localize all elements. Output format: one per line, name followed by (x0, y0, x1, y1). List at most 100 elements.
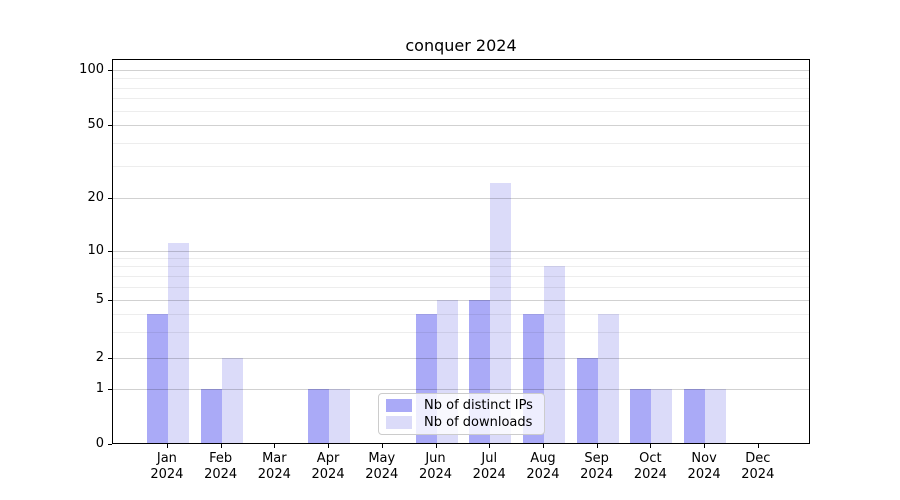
x-tick-year-text: 2024 (150, 467, 184, 482)
x-tick-year-text: 2024 (204, 467, 238, 482)
bar-downloads-jan (167, 243, 189, 443)
gridline-minor-60 (113, 110, 809, 112)
gridline-minor-8 (113, 266, 809, 268)
gridline-minor-70 (113, 98, 809, 100)
gridline-minor-7 (113, 275, 809, 277)
y-tick-mark-2 (108, 357, 112, 359)
x-tick-mark-oct (650, 444, 652, 448)
y-tick-mark-50 (108, 125, 112, 126)
x-tick-label-dec: Dec 2024 (726, 451, 790, 483)
y-tick-label-100: 100 (79, 62, 104, 77)
y-tick-label-10: 10 (87, 242, 104, 258)
gridline-minor-9 (113, 257, 809, 259)
x-tick-year-text: 2024 (418, 467, 453, 482)
x-tick-month-text: Jun (425, 451, 446, 466)
x-tick-month-text: Jul (481, 451, 498, 466)
y-tick-label-2: 2 (95, 349, 104, 365)
x-tick-year-text: 2024 (311, 467, 345, 482)
gridline-minor-4 (113, 313, 809, 315)
x-tick-year-text: 2024 (472, 467, 506, 482)
x-tick-month-text: May (368, 451, 396, 466)
gridline-minor-30 (113, 165, 809, 167)
bar-downloads-sep (597, 313, 619, 443)
y-tick-label-20: 20 (87, 190, 104, 205)
x-tick-label-oct: Oct 2024 (618, 451, 682, 483)
bar-distinct-ips-nov (684, 389, 706, 443)
y-tick-mark-100 (108, 70, 112, 71)
x-tick-month-text: Feb (209, 451, 233, 466)
x-tick-label-jun: Jun 2024 (404, 451, 468, 483)
x-tick-mark-sep (596, 444, 598, 448)
bar-distinct-ips-oct (630, 389, 652, 443)
x-tick-label-sep: Sep 2024 (565, 451, 629, 483)
chart-title: conquer 2024 (405, 36, 517, 55)
x-tick-label-nov: Nov 2024 (672, 451, 736, 483)
bar-distinct-ips-apr (308, 389, 330, 443)
x-tick-year-text: 2024 (633, 467, 667, 482)
bar-distinct-ips-feb (200, 389, 222, 443)
y-tick-mark-10 (108, 250, 112, 252)
gridline-major-100 (113, 70, 809, 71)
x-tick-mark-may (381, 444, 383, 448)
x-tick-year-text: 2024 (257, 467, 291, 482)
x-tick-mark-jan (166, 444, 168, 448)
bar-downloads-feb (221, 357, 243, 443)
x-tick-month-text: Aug (530, 451, 556, 466)
legend-swatch-distinct-ips (386, 398, 412, 412)
x-tick-month-text: Mar (262, 451, 287, 466)
x-tick-month-text: Jan (156, 451, 177, 466)
y-tick-label-0: 0 (95, 436, 104, 451)
x-tick-label-feb: Feb 2024 (189, 451, 253, 483)
x-tick-label-jul: Jul 2024 (457, 451, 521, 483)
y-tick-label-50: 50 (87, 117, 104, 132)
x-tick-month-text: Sep (584, 451, 609, 466)
gridline-major-1 (113, 389, 809, 390)
x-tick-label-may: May 2024 (350, 451, 414, 483)
x-tick-year-text: 2024 (365, 467, 399, 482)
x-tick-mark-mar (274, 444, 276, 448)
plot-area (112, 59, 810, 444)
gridline-minor-3 (113, 331, 809, 333)
bar-distinct-ips-jan (146, 313, 168, 443)
x-tick-mark-nov (704, 444, 706, 448)
gridline-major-2 (113, 357, 809, 359)
x-tick-month-text: Apr (316, 451, 340, 466)
y-tick-label-1: 1 (95, 381, 104, 396)
x-tick-label-aug: Aug 2024 (511, 451, 575, 483)
bar-downloads-nov (705, 389, 727, 443)
x-tick-year-text: 2024 (741, 467, 775, 482)
bar-downloads-oct (651, 389, 673, 443)
gridline-minor-90 (113, 78, 809, 80)
y-tick-mark-5 (108, 299, 112, 301)
x-tick-label-apr: Apr 2024 (296, 451, 360, 483)
legend-row-distinct-ips: Nb of distinct IPs (386, 397, 538, 413)
x-tick-month-text: Nov (691, 451, 717, 466)
x-tick-mark-jun (435, 444, 437, 448)
gridline-minor-6 (113, 286, 809, 288)
x-tick-mark-apr (328, 444, 330, 448)
x-tick-mark-dec (757, 444, 759, 448)
x-tick-mark-aug (542, 444, 544, 448)
gridline-major-5 (113, 299, 809, 301)
x-tick-label-jan: Jan 2024 (135, 451, 199, 483)
y-tick-mark-0 (108, 444, 112, 445)
gridline-major-20 (113, 198, 809, 199)
x-tick-mark-feb (220, 444, 222, 448)
legend-row-downloads: Nb of downloads (386, 415, 538, 431)
x-tick-label-mar: Mar 2024 (242, 451, 306, 483)
bar-downloads-aug (543, 266, 565, 443)
x-tick-year-text: 2024 (526, 467, 560, 482)
gridline-major-50 (113, 125, 809, 126)
gridline-major-10 (113, 250, 809, 252)
gridline-minor-40 (113, 142, 809, 144)
legend-label-downloads: Nb of downloads (424, 415, 533, 431)
y-tick-mark-1 (108, 389, 112, 390)
legend-label-distinct-ips: Nb of distinct IPs (424, 397, 533, 413)
gridline-minor-80 (113, 87, 809, 89)
bar-downloads-jul (490, 183, 512, 443)
x-tick-year-text: 2024 (580, 467, 614, 482)
x-tick-year-text: 2024 (687, 467, 721, 482)
bar-distinct-ips-sep (576, 357, 598, 443)
y-tick-label-5: 5 (95, 291, 104, 307)
